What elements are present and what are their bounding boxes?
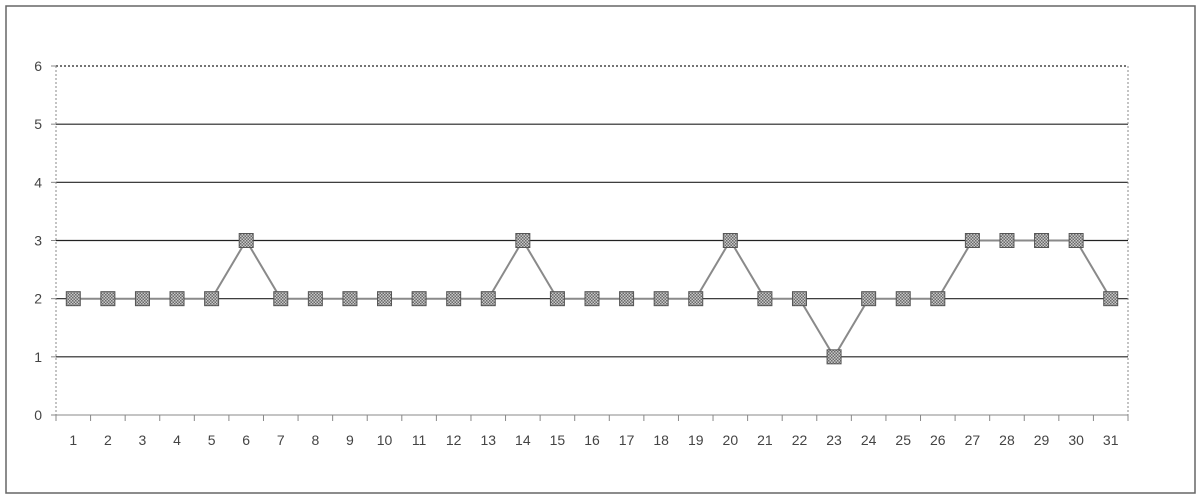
data-point-marker: [584, 291, 600, 307]
data-point-marker: [169, 291, 185, 307]
x-tick-label: 15: [550, 432, 566, 448]
data-point-marker: [238, 233, 254, 248]
chart-border: [5, 5, 1196, 494]
y-tick-label: 6: [34, 58, 42, 74]
axes: [51, 65, 1129, 421]
data-point-marker: [930, 291, 946, 307]
x-tick-label: 31: [1103, 432, 1119, 448]
x-tick-label: 22: [792, 432, 808, 448]
x-tick-label: 30: [1068, 432, 1084, 448]
y-tick-label: 2: [34, 291, 42, 307]
y-tick-label: 0: [34, 407, 42, 423]
x-tick-label: 11: [412, 432, 427, 448]
x-tick-label: 10: [377, 432, 393, 448]
x-tick-label: 3: [139, 432, 147, 448]
data-point-marker: [619, 291, 635, 307]
data-point-marker: [307, 291, 323, 307]
data-point-marker: [826, 349, 842, 365]
x-tick-label: 29: [1034, 432, 1050, 448]
x-tick-label: 18: [653, 432, 669, 448]
x-tick-label: 23: [826, 432, 842, 448]
x-tick-label: 24: [861, 432, 877, 448]
data-point-marker: [861, 291, 877, 307]
data-point-marker: [1034, 233, 1050, 248]
data-point-marker: [411, 291, 427, 307]
y-tick-labels: 0 1 2 3 4 5 6: [34, 58, 42, 423]
x-tick-label: 26: [930, 432, 946, 448]
data-point-marker: [134, 291, 150, 307]
x-tick-label: 9: [346, 432, 354, 448]
data-point-marker: [273, 291, 289, 307]
x-tick-label: 5: [208, 432, 216, 448]
data-point-marker: [1068, 233, 1084, 248]
gridlines: [56, 65, 1128, 358]
data-point-marker: [342, 291, 358, 307]
x-tick-label: 2: [104, 432, 112, 448]
x-tick-label: 7: [277, 432, 285, 448]
data-point-marker: [895, 291, 911, 307]
x-tick-label: 12: [446, 432, 462, 448]
data-point-marker: [757, 291, 773, 307]
data-point-marker: [515, 233, 531, 248]
data-points: [65, 233, 1119, 365]
data-point-marker: [653, 291, 669, 307]
y-tick-label: 1: [34, 349, 42, 365]
x-tick-label: 28: [999, 432, 1015, 448]
y-tick-label: 3: [34, 233, 42, 249]
x-tick-label: 25: [895, 432, 911, 448]
data-point-marker: [204, 291, 220, 307]
x-tick-label: 13: [480, 432, 496, 448]
data-point-marker: [65, 291, 81, 307]
x-tick-label: 8: [311, 432, 319, 448]
data-point-marker: [377, 291, 393, 307]
x-tick-label: 27: [965, 432, 981, 448]
x-tick-label: 21: [757, 432, 773, 448]
x-tick-label: 19: [688, 432, 704, 448]
x-tick-label: 16: [584, 432, 600, 448]
data-point-marker: [1103, 291, 1119, 307]
data-point-marker: [480, 291, 496, 307]
x-tick-label: 20: [723, 432, 739, 448]
data-point-marker: [549, 291, 565, 307]
data-point-marker: [999, 233, 1015, 248]
data-point-marker: [964, 233, 980, 248]
data-point-marker: [722, 233, 738, 248]
y-tick-label: 5: [34, 116, 42, 132]
data-point-marker: [791, 291, 807, 307]
x-tick-label: 1: [69, 432, 77, 448]
x-tick-label: 17: [619, 432, 635, 448]
data-point-marker: [688, 291, 704, 307]
data-point-marker: [446, 291, 462, 307]
x-tick-labels: 1 2 3 4 5 6 7 8 9 10 11 12 13 14 15 16 17 18 19 20 21 22 23 24 2…: [69, 432, 1118, 448]
x-tick-label: 4: [173, 432, 181, 448]
y-tick-label: 4: [34, 174, 42, 190]
data-point-marker: [100, 291, 116, 307]
x-tick-label: 6: [242, 432, 250, 448]
x-tick-label: 14: [515, 432, 531, 448]
